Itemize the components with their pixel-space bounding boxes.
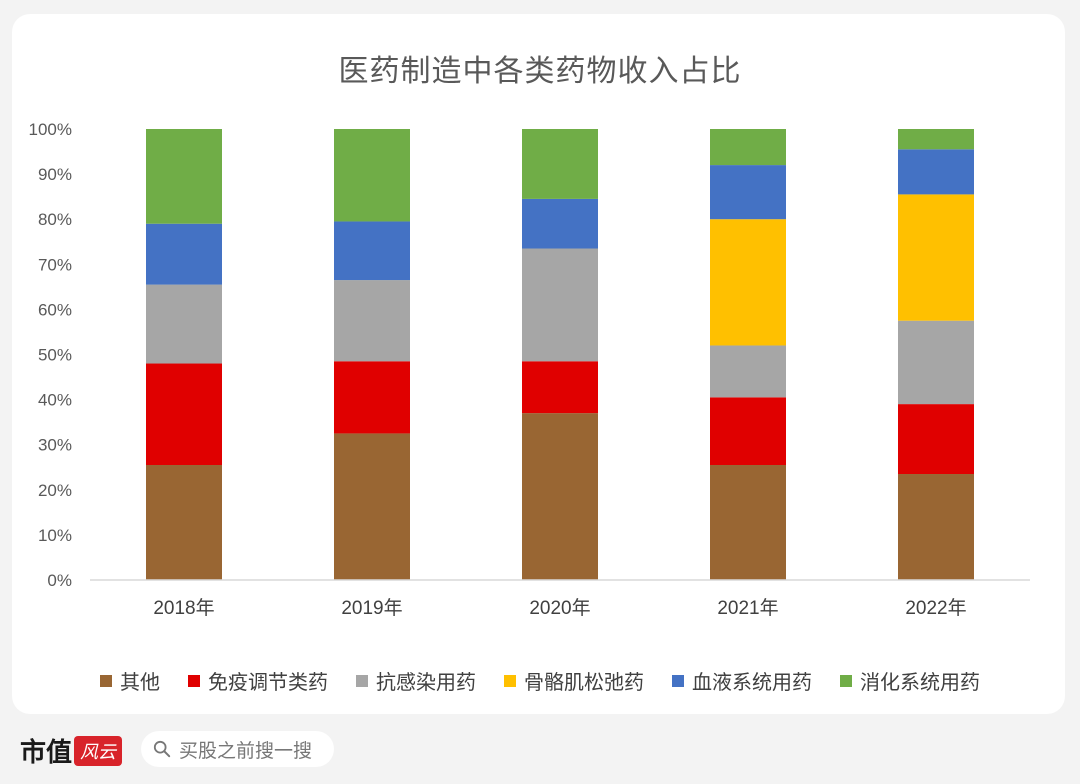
legend-item: 免疫调节类药 [188,666,328,695]
bar-segment [710,345,786,398]
footer: 市值 风云 买股之前搜一搜 [0,718,1080,784]
bar-segment [334,221,410,281]
chart-title: 医药制造中各类药物收入占比 [338,55,742,88]
y-tick-label: 0% [47,571,72,590]
bar-segment [146,223,222,285]
search-placeholder: 买股之前搜一搜 [179,740,313,762]
bar-segment [710,219,786,346]
bar-segment [898,474,974,580]
x-tick-label: 2022年 [905,597,966,619]
legend-item: 骨骼肌松弛药 [504,666,644,695]
bar-segment [710,129,786,166]
bar-segment [898,194,974,321]
y-tick-label: 40% [38,391,72,410]
legend-label: 骨骼肌松弛药 [524,672,644,694]
bar-segment [898,149,974,195]
legend-item: 抗感染用药 [356,666,476,695]
bar-segment [898,404,974,475]
legend-swatch [100,674,112,687]
y-tick-label: 20% [38,481,72,500]
legend-label: 血液系统用药 [692,672,812,694]
legend: 其他 免疫调节类药 抗感染用药 骨骼肌松弛药 血液系统用药 消化系统用药 [0,666,1080,695]
bar-segment [146,464,222,580]
bar-segment [146,129,222,224]
bar-segment [710,165,786,220]
y-tick-label: 80% [38,210,72,229]
brand-mark: 风云 [74,735,123,766]
y-tick-label: 30% [38,436,72,455]
legend-swatch [840,674,852,687]
y-axis-ticks: 0% 10% 20% 30% 40% 50% 60% 70% 80% 90% 100% [29,120,72,590]
bar-segment [146,284,222,364]
bar-segment [522,248,598,362]
brand-logo[interactable]: 市值 风云 [20,732,123,769]
x-tick-label: 2018年 [153,597,214,619]
legend-swatch [504,674,516,687]
legend-label: 抗感染用药 [376,672,476,694]
bar-segment [334,280,410,362]
chart-plot: 0%10%20%30%40%50%60%70%80%90%100% 2018年 2… [29,120,1030,619]
brand-name: 市值 [20,738,73,768]
y-tick-label: 70% [38,255,72,274]
bar-segment [146,363,222,465]
bar-segment [522,413,598,580]
bar-segment [710,464,786,580]
bar-segment [522,198,598,249]
y-tick-label: 50% [38,346,72,365]
bar-segment [710,397,786,465]
legend-item: 血液系统用药 [672,666,812,695]
bar-segment [898,129,974,150]
bar-segment [898,320,974,405]
legend-item: 消化系统用药 [840,666,980,695]
bar-segment [522,129,598,199]
legend-swatch [356,674,368,687]
search-box[interactable]: 买股之前搜一搜 [141,731,334,767]
y-tick-label: 100% [29,120,72,139]
x-tick-label: 2021年 [717,597,778,619]
bar-segment [334,361,410,434]
bar-segment [334,129,410,222]
legend-label: 免疫调节类药 [208,672,328,694]
legend-label: 其他 [120,672,160,694]
legend-label: 消化系统用药 [860,672,980,694]
x-tick-label: 2019年 [341,597,402,619]
y-tick-label: 10% [38,526,72,545]
y-tick-label: 90% [38,165,72,184]
bar-segment [334,433,410,580]
search-icon [153,740,171,758]
bar-segment [522,361,598,414]
legend-item: 其他 [100,666,160,695]
legend-swatch [672,674,684,687]
legend-swatch [188,674,200,687]
x-axis-ticks: 2018年 2019年 2020年 2021年 2022年 [153,597,966,619]
bars [146,129,974,580]
x-tick-label: 2020年 [529,597,590,619]
y-tick-label: 60% [38,300,72,319]
